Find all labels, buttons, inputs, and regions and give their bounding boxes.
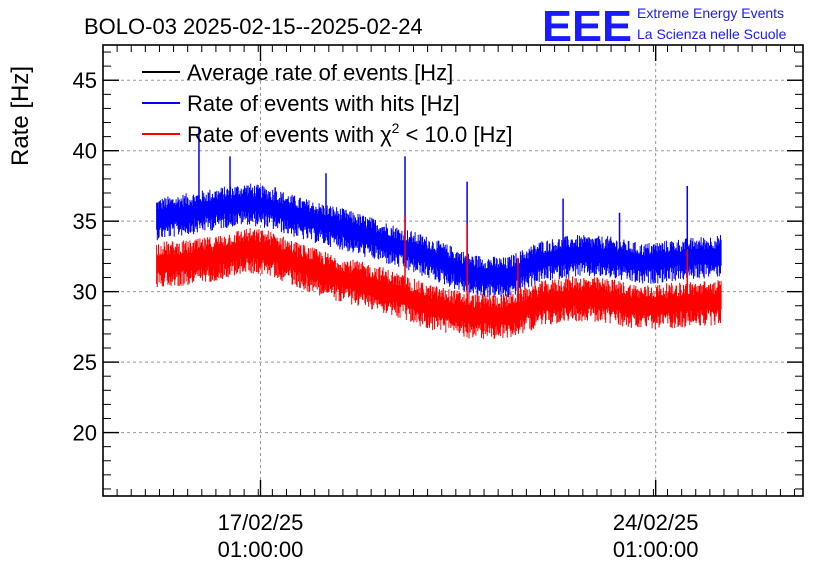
y-tick-label: 35 — [73, 209, 97, 234]
x-tick-label-date: 17/02/25 — [218, 510, 304, 535]
eee-logo: EEE Extreme Energy Events La Scienza nel… — [542, 2, 787, 51]
series-1 — [156, 126, 722, 298]
legend-label-main: Rate of events with — [187, 122, 374, 147]
y-axis: 20 25 30 35 40 45 — [73, 51, 803, 490]
legend-chi-symbol: χ — [380, 122, 392, 147]
y-tick-label: 25 — [73, 350, 97, 375]
legend-label-1: Rate of events with hits [Hz] — [187, 91, 460, 116]
eee-logo-mark: EEE — [542, 2, 632, 51]
series-2 — [156, 215, 722, 339]
x-tick-label-date: 24/02/25 — [613, 510, 699, 535]
legend-label-tail: < 10.0 [Hz] — [405, 122, 512, 147]
series-line — [156, 241, 722, 326]
y-tick-label: 20 — [73, 421, 97, 446]
x-tick-label-time: 01:00:00 — [613, 537, 699, 562]
legend-label-main: Average rate of events [Hz] — [187, 60, 453, 85]
grid — [103, 45, 803, 496]
series-line — [156, 194, 722, 287]
eee-logo-line2: La Scienza nelle Scuole — [637, 26, 787, 42]
legend-label-main: Rate of events with hits [Hz] — [187, 91, 460, 116]
legend: Average rate of events [Hz] Rate of event… — [142, 60, 512, 147]
chart-title: BOLO-03 2025-02-15--2025-02-24 — [84, 14, 423, 39]
eee-logo-line1: Extreme Energy Events — [637, 5, 784, 21]
legend-label-0: Average rate of events [Hz] — [187, 60, 453, 85]
y-tick-label: 40 — [73, 139, 97, 164]
series-band — [156, 183, 722, 298]
y-axis-label: Rate [Hz] — [7, 66, 34, 166]
plot-frame — [102, 44, 804, 497]
data-series — [156, 126, 722, 339]
legend-label-2: Rate of events with χ2 < 10.0 [Hz] — [187, 120, 512, 147]
y-tick-label: 30 — [73, 280, 97, 305]
legend-superscript: 2 — [392, 120, 400, 136]
y-tick-label: 45 — [73, 68, 97, 93]
x-tick-label-time: 01:00:00 — [218, 537, 304, 562]
